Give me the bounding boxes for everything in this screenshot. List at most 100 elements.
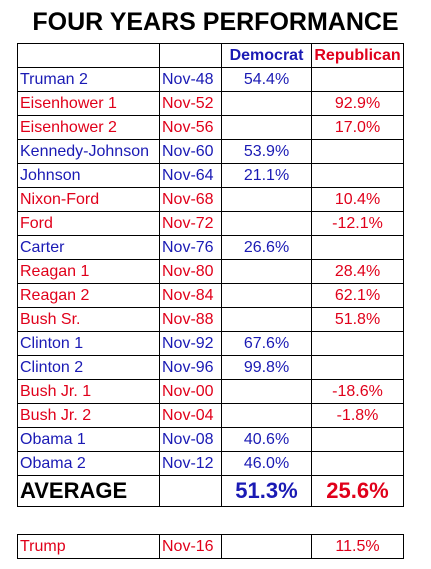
president-name: Kennedy-Johnson <box>17 139 160 164</box>
header-empty-name <box>17 43 160 68</box>
president-name: Obama 1 <box>17 427 160 452</box>
president-name: Johnson <box>17 163 160 188</box>
president-name: Eisenhower 2 <box>17 115 160 140</box>
democrat-value: 21.1% <box>221 163 312 188</box>
table-row: Obama 2 Nov-12 46.0% <box>17 451 404 476</box>
election-date: Nov-52 <box>159 91 222 116</box>
president-name: Bush Jr. 1 <box>17 379 160 404</box>
header-row: Democrat Republican <box>17 43 404 68</box>
table-row: Obama 1 Nov-08 40.6% <box>17 427 404 452</box>
republican-value: 11.5% <box>311 534 404 559</box>
president-name: Nixon-Ford <box>17 187 160 212</box>
democrat-value <box>221 211 312 236</box>
republican-value: -1.8% <box>311 403 404 428</box>
election-date: Nov-56 <box>159 115 222 140</box>
president-name: Bush Sr. <box>17 307 160 332</box>
democrat-value <box>221 115 312 140</box>
republican-value <box>311 235 404 260</box>
average-label: AVERAGE <box>17 475 160 507</box>
democrat-value: 67.6% <box>221 331 312 356</box>
election-date: Nov-76 <box>159 235 222 260</box>
republican-value: 10.4% <box>311 187 404 212</box>
table-row: Trump Nov-16 11.5% <box>17 534 404 559</box>
header-empty-date <box>159 43 222 68</box>
democrat-value <box>221 534 312 559</box>
header-democrat: Democrat <box>221 43 312 68</box>
republican-value: 92.9% <box>311 91 404 116</box>
average-row: AVERAGE 51.3% 25.6% <box>17 475 404 507</box>
president-name: Trump <box>17 534 160 559</box>
republican-value <box>311 355 404 380</box>
performance-table: Democrat Republican Truman 2 Nov-48 54.4% E… <box>17 43 404 507</box>
table-row: Bush Sr. Nov-88 51.8% <box>17 307 404 332</box>
average-democrat: 51.3% <box>221 475 312 507</box>
democrat-value <box>221 283 312 308</box>
table-row: Johnson Nov-64 21.1% <box>17 163 404 188</box>
republican-value: 62.1% <box>311 283 404 308</box>
president-name: Clinton 2 <box>17 355 160 380</box>
republican-value: -12.1% <box>311 211 404 236</box>
democrat-value <box>221 187 312 212</box>
democrat-value <box>221 403 312 428</box>
average-empty <box>159 475 222 507</box>
table-row: Nixon-Ford Nov-68 10.4% <box>17 187 404 212</box>
president-name: Ford <box>17 211 160 236</box>
election-date: Nov-68 <box>159 187 222 212</box>
democrat-value <box>221 379 312 404</box>
democrat-value: 99.8% <box>221 355 312 380</box>
president-name: Carter <box>17 235 160 260</box>
democrat-value: 46.0% <box>221 451 312 476</box>
election-date: Nov-48 <box>159 67 222 92</box>
election-date: Nov-16 <box>159 534 222 559</box>
republican-value <box>311 67 404 92</box>
table-row: Bush Jr. 2 Nov-04 -1.8% <box>17 403 404 428</box>
election-date: Nov-88 <box>159 307 222 332</box>
republican-value <box>311 451 404 476</box>
president-name: Obama 2 <box>17 451 160 476</box>
table-row: Reagan 1 Nov-80 28.4% <box>17 259 404 284</box>
table-row: Carter Nov-76 26.6% <box>17 235 404 260</box>
republican-value <box>311 427 404 452</box>
table-row: Eisenhower 2 Nov-56 17.0% <box>17 115 404 140</box>
democrat-value <box>221 307 312 332</box>
election-date: Nov-96 <box>159 355 222 380</box>
president-name: Eisenhower 1 <box>17 91 160 116</box>
democrat-value: 53.9% <box>221 139 312 164</box>
election-date: Nov-12 <box>159 451 222 476</box>
election-date: Nov-08 <box>159 427 222 452</box>
republican-value <box>311 163 404 188</box>
democrat-value: 26.6% <box>221 235 312 260</box>
president-name: Clinton 1 <box>17 331 160 356</box>
democrat-value: 54.4% <box>221 67 312 92</box>
democrat-value: 40.6% <box>221 427 312 452</box>
table-row: Bush Jr. 1 Nov-00 -18.6% <box>17 379 404 404</box>
election-date: Nov-00 <box>159 379 222 404</box>
header-republican: Republican <box>311 43 404 68</box>
democrat-value <box>221 91 312 116</box>
table-row: Eisenhower 1 Nov-52 92.9% <box>17 91 404 116</box>
election-date: Nov-84 <box>159 283 222 308</box>
president-name: Reagan 1 <box>17 259 160 284</box>
average-republican: 25.6% <box>311 475 404 507</box>
republican-value <box>311 331 404 356</box>
page-title: FOUR YEARS PERFORMANCE <box>32 8 399 36</box>
table-row: Clinton 1 Nov-92 67.6% <box>17 331 404 356</box>
table-row: Reagan 2 Nov-84 62.1% <box>17 283 404 308</box>
election-date: Nov-64 <box>159 163 222 188</box>
table-row: Clinton 2 Nov-96 99.8% <box>17 355 404 380</box>
election-date: Nov-80 <box>159 259 222 284</box>
table-row: Truman 2 Nov-48 54.4% <box>17 67 404 92</box>
republican-value: 51.8% <box>311 307 404 332</box>
election-date: Nov-04 <box>159 403 222 428</box>
republican-value: 17.0% <box>311 115 404 140</box>
president-name: Truman 2 <box>17 67 160 92</box>
table-row: Ford Nov-72 -12.1% <box>17 211 404 236</box>
president-name: Bush Jr. 2 <box>17 403 160 428</box>
republican-value: -18.6% <box>311 379 404 404</box>
election-date: Nov-92 <box>159 331 222 356</box>
extra-table: Trump Nov-16 11.5% <box>17 534 404 559</box>
election-date: Nov-72 <box>159 211 222 236</box>
president-name: Reagan 2 <box>17 283 160 308</box>
democrat-value <box>221 259 312 284</box>
election-date: Nov-60 <box>159 139 222 164</box>
